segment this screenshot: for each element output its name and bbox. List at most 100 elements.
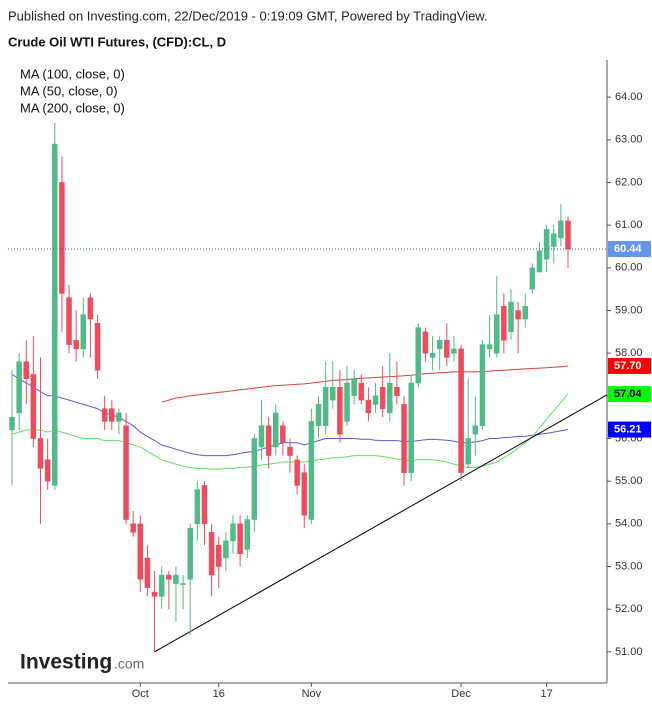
candle-body (394, 387, 400, 397)
y-tick-label: 54.00 (615, 518, 643, 530)
candle-body (215, 544, 222, 567)
candle-body (30, 374, 37, 439)
candle-body (151, 591, 158, 597)
candle-body (529, 267, 536, 290)
candle-body (23, 361, 30, 380)
candle-body (415, 327, 422, 384)
candle-body (315, 404, 322, 426)
candle-body (80, 314, 87, 350)
candle-body (501, 305, 507, 341)
candle-body (94, 323, 101, 371)
y-tick-label: 63.00 (615, 134, 643, 146)
candle-body (351, 378, 357, 397)
candle-body (101, 408, 108, 422)
price-badge-label: 60.44 (614, 243, 642, 255)
candle-body (9, 416, 15, 431)
candle-body (294, 459, 300, 486)
candle-body (422, 331, 429, 354)
candle-body (358, 382, 365, 401)
candle-body (465, 438, 471, 465)
candle-body (52, 143, 58, 486)
logo-brand: Investing (20, 651, 112, 674)
candle-body (308, 421, 315, 520)
candle-body (265, 425, 272, 456)
candle-body (244, 519, 250, 550)
candle-body (251, 438, 258, 520)
y-tick-label: 52.00 (615, 603, 643, 615)
candle-body (258, 425, 265, 448)
y-tick-label: 61.00 (615, 219, 643, 231)
candle-body (515, 310, 521, 320)
logo-suffix: .com (114, 656, 144, 672)
price-badge (608, 357, 651, 374)
candle-body (387, 382, 393, 414)
candle-body (458, 348, 464, 473)
candle-body (280, 425, 286, 444)
candle-body (130, 523, 136, 533)
x-tick-label: Nov (302, 688, 322, 700)
candle-body (180, 583, 186, 585)
candle-body (330, 387, 336, 401)
y-tick-label: 60.00 (615, 262, 643, 274)
y-tick-label: 51.00 (615, 646, 643, 658)
candle-body (479, 344, 486, 426)
price-badge (608, 421, 651, 438)
candle-body (109, 408, 115, 422)
candle-body (486, 344, 493, 350)
header: Published on Investing.com, 22/Dec/2019 … (8, 8, 488, 23)
candle-body (444, 340, 450, 358)
price-badge-label: 57.70 (614, 360, 642, 372)
candle-body (301, 472, 308, 516)
y-tick-label: 62.00 (615, 176, 643, 188)
candle-body (344, 382, 350, 422)
candle-body (166, 574, 172, 580)
candle-body (230, 523, 236, 542)
chart-title: Crude Oil WTI Futures, (CFD):CL, D (8, 34, 226, 49)
candle-body (451, 348, 457, 354)
candle-body (123, 425, 129, 520)
candle-body (187, 527, 193, 580)
price-badge (608, 386, 651, 403)
candle-body (173, 574, 179, 584)
candle-body (543, 229, 550, 260)
ma-line (161, 365, 569, 403)
candle-body (379, 387, 386, 409)
candle-body (144, 557, 151, 589)
candle-body (522, 305, 528, 320)
legend-entry: MA (200, close, 0) (20, 100, 125, 115)
price-badge-label: 56.21 (614, 423, 642, 435)
price-badge (608, 241, 651, 258)
candle-body (87, 297, 94, 320)
candle-body (565, 220, 571, 250)
candle-body (558, 220, 564, 239)
candle-body (116, 412, 122, 422)
candle-body (208, 532, 215, 576)
x-tick-label: 17 (540, 688, 552, 700)
candle-body (372, 395, 379, 405)
candle-body (536, 250, 543, 273)
candle-body (493, 314, 500, 354)
x-tick-label: Dec (451, 688, 471, 700)
candle-body (137, 523, 144, 580)
x-tick-label: 16 (213, 688, 225, 700)
candle-body (287, 446, 293, 456)
candle-body (365, 399, 372, 414)
candle-body (272, 412, 279, 448)
candle-body (429, 352, 436, 358)
candle-body (401, 404, 407, 473)
y-tick-label: 58.00 (615, 347, 643, 359)
candle-body (508, 301, 514, 333)
legend-entry: MA (100, close, 0) (20, 66, 125, 81)
candle-body (550, 233, 557, 247)
candle-body (194, 489, 201, 525)
candle-body (73, 340, 79, 350)
candle-body (59, 182, 65, 294)
candle-body (158, 574, 165, 597)
candle-body (201, 485, 208, 525)
y-tick-label: 53.00 (615, 560, 643, 572)
candle-body (436, 340, 443, 350)
candle-body (37, 438, 44, 469)
x-tick-label: Oct (132, 688, 149, 700)
